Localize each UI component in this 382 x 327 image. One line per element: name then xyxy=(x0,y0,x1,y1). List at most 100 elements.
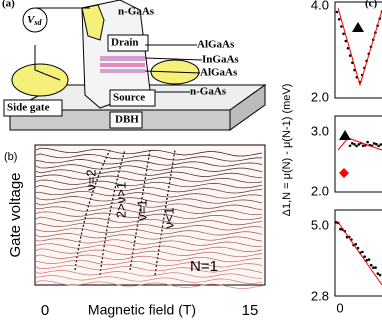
y-label: Gate voltage xyxy=(7,172,24,257)
layer-label: AlGaAs xyxy=(197,39,235,51)
box xyxy=(107,34,149,52)
trace xyxy=(35,264,263,273)
trace xyxy=(35,211,263,221)
trace xyxy=(35,164,263,173)
data-dot xyxy=(374,266,377,269)
trace xyxy=(35,270,263,279)
side-gate-label: Side gate xyxy=(7,102,50,114)
data-dot xyxy=(353,143,356,146)
box xyxy=(109,89,156,107)
vsd: Vsd xyxy=(27,14,42,27)
substrate-end xyxy=(229,84,266,131)
tick-label: 4.0 xyxy=(311,0,329,12)
trace xyxy=(35,179,263,189)
data-dot xyxy=(367,258,371,261)
trace xyxy=(35,254,263,263)
data-dot xyxy=(344,39,348,43)
panel-a: (a) Vsd n-GaAs Drain AlGaAs InGaAs AlGaA… xyxy=(2,0,267,131)
trace xyxy=(35,190,263,199)
trace xyxy=(35,233,263,242)
marker xyxy=(339,130,351,140)
data-dot xyxy=(348,54,352,57)
layer xyxy=(100,56,145,61)
subplot-frame xyxy=(334,1,382,99)
leader xyxy=(144,44,203,93)
trace xyxy=(35,196,263,204)
boundary xyxy=(129,149,151,271)
marker xyxy=(339,168,349,178)
tick-label: 3.0 xyxy=(311,123,329,138)
tick-label: 2.0 xyxy=(311,89,329,104)
subplot-frame xyxy=(334,115,382,193)
data-dot xyxy=(369,263,373,267)
y-label: Δ1,N = μ(N) - μ(N-1) (meV) xyxy=(281,84,293,217)
trace xyxy=(35,216,263,226)
data-dot xyxy=(376,272,380,275)
gate-metal xyxy=(81,4,105,41)
data-dot xyxy=(366,140,369,144)
data-dot xyxy=(346,47,350,50)
n-label: N=1 xyxy=(190,258,218,275)
fit-line xyxy=(337,221,382,286)
data-dot xyxy=(354,243,358,246)
region-label: ν<1 xyxy=(161,207,176,228)
source-symbol xyxy=(22,7,48,33)
trace xyxy=(36,174,263,184)
trace xyxy=(35,238,263,247)
data-dot xyxy=(355,144,358,148)
trace xyxy=(35,280,263,289)
trace xyxy=(35,275,263,284)
trace xyxy=(35,222,263,231)
panel-c: (c) Δ1,N = μ(N) - μ(N-1) (meV) 4.0 2.0 3… xyxy=(281,0,382,315)
region-label: ν=1 xyxy=(134,199,149,220)
boundary xyxy=(154,149,176,276)
data-dot xyxy=(348,144,352,148)
trace xyxy=(35,259,263,268)
trace xyxy=(35,159,263,167)
data-dot xyxy=(372,266,375,270)
panel-b: (b) Gate voltage 0 Magnetic field (T) 15… xyxy=(4,144,266,319)
boundary xyxy=(99,149,126,276)
x-start: 0 xyxy=(41,302,49,319)
layer xyxy=(100,63,145,67)
data-dot xyxy=(340,25,343,28)
trace xyxy=(35,227,263,236)
trace xyxy=(35,147,263,157)
data-dot xyxy=(342,32,345,36)
marker xyxy=(352,22,364,32)
trace xyxy=(35,248,263,258)
x-label: Magnetic field (T) xyxy=(88,302,196,318)
region-label: ν=2 xyxy=(83,169,98,190)
x-end: 15 xyxy=(242,302,259,319)
tick-label: 5.0 xyxy=(311,217,329,232)
layer-label: n-GaAs xyxy=(118,6,155,18)
region-label: 2>ν>1 xyxy=(113,182,128,218)
trace xyxy=(35,206,263,216)
box xyxy=(3,99,63,117)
data-dot xyxy=(337,18,341,21)
trace xyxy=(35,153,262,162)
data-dot xyxy=(350,142,354,145)
data-dot xyxy=(363,255,366,258)
layer-label: AlGaAs xyxy=(200,67,238,79)
side-gate-metal xyxy=(11,63,69,97)
data-dot xyxy=(335,10,339,14)
trace xyxy=(35,201,263,210)
data-dot xyxy=(377,144,380,148)
box xyxy=(109,111,143,129)
trace xyxy=(35,169,263,179)
data-dot xyxy=(357,143,361,146)
trace xyxy=(35,243,263,252)
panel-label: (c) xyxy=(365,0,378,10)
source-label: Source xyxy=(113,92,145,104)
fit-line xyxy=(337,7,382,87)
layer-label: n-GaAs xyxy=(190,86,227,98)
trace xyxy=(35,185,263,194)
subplot-frame xyxy=(334,209,382,297)
layer-label: InGaAs xyxy=(202,54,239,66)
data-dot xyxy=(372,142,376,145)
data-dot xyxy=(356,246,360,250)
dbh-label: DBH xyxy=(115,114,139,126)
x-start: 0 xyxy=(336,300,343,315)
